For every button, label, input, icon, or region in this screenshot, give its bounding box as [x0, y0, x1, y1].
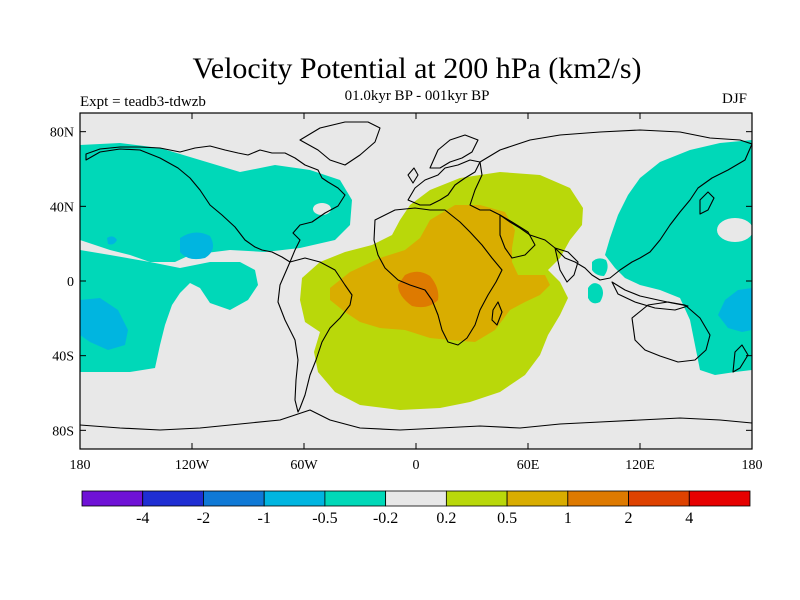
teal-region-western-pacific — [605, 140, 752, 375]
colorbar-swatch — [324, 490, 387, 507]
neutral-hole-atlantic — [313, 203, 331, 215]
cyan-patch-central-pacific — [180, 232, 214, 260]
y-tick-label: 80S — [52, 424, 74, 439]
coastline-indonesia — [611, 281, 689, 311]
coastlines — [80, 121, 752, 431]
y-tick-label: 40N — [50, 200, 74, 215]
coastline-india — [554, 247, 579, 283]
coastline-north-america — [85, 145, 346, 263]
coastline-europe — [407, 159, 481, 206]
colorbar-swatch — [263, 490, 326, 507]
x-tick-label: 60E — [517, 458, 540, 473]
cyan-patch-east-pacific — [80, 298, 128, 350]
teal-patch-indian-ocean — [588, 283, 603, 304]
colorbar-swatch — [142, 490, 204, 507]
orange-core-central-africa — [398, 271, 439, 308]
teal-patch-arabian-sea — [592, 258, 608, 276]
coastline-africa — [373, 207, 503, 346]
cyan-patch-gulf — [107, 236, 117, 245]
coastline-south-america — [277, 257, 353, 413]
colorbar-label: -1 — [258, 510, 271, 527]
colorbar-swatch — [445, 490, 508, 507]
coastline-madagascar — [491, 301, 503, 326]
colorbar-label: 0.2 — [436, 510, 456, 527]
x-tick-label: 120W — [175, 458, 210, 473]
colorbar-label: -2 — [197, 510, 210, 527]
colorbar-label: -0.5 — [312, 510, 337, 527]
map-plot-area — [80, 113, 752, 449]
coastline-australia — [631, 301, 711, 363]
season-label: DJF — [722, 91, 748, 107]
map-title: Velocity Potential at 200 hPa (km2/s) — [192, 52, 642, 85]
y-axis: 80N 40N 0 40S 80S — [50, 126, 752, 439]
coastline-new-zealand — [732, 344, 749, 373]
coastline-arabia — [499, 214, 536, 259]
x-tick-label: 180 — [70, 458, 91, 473]
experiment-label: Expt = teadb3-tdwzb — [80, 94, 206, 110]
coastline-scandinavia — [429, 134, 479, 169]
colorbar-label: 2 — [625, 510, 633, 527]
colorbar: -4 -2 -1 -0.5 -0.2 0.2 0.5 1 2 4 — [81, 490, 751, 527]
x-tick-label: 180 — [742, 458, 763, 473]
colorbar-swatch — [81, 490, 144, 507]
coastline-greenland — [299, 121, 381, 166]
colorbar-swatch — [567, 490, 629, 507]
coastline-antarctica — [80, 409, 752, 431]
teal-region-north-america — [80, 143, 352, 262]
colorbar-label: -4 — [136, 510, 149, 527]
colorbar-swatch — [506, 490, 569, 507]
colorbar-label: 1 — [564, 510, 572, 527]
coastline-british-isles — [407, 167, 419, 184]
y-tick-label: 40S — [52, 350, 74, 365]
neutral-hole-pacific — [717, 218, 752, 242]
colorbar-label: -0.2 — [373, 510, 398, 527]
map-subtitle: 01.0kyr BP - 001kyr BP — [344, 88, 490, 104]
x-tick-label: 60W — [290, 458, 318, 473]
colorbar-swatch — [203, 490, 265, 507]
colorbar-label: 0.5 — [497, 510, 517, 527]
x-axis: 180 120W 60W 0 60E 120E 180 — [70, 113, 763, 473]
colorbar-swatch — [628, 490, 690, 507]
x-tick-label: 120E — [625, 458, 655, 473]
cyan-patch-west-pacific — [718, 288, 752, 332]
coastline-japan — [699, 191, 715, 215]
x-tick-label: 0 — [413, 458, 420, 473]
y-tick-label: 80N — [50, 126, 74, 141]
colorbar-swatch — [688, 490, 751, 507]
colorbar-swatch — [385, 490, 447, 507]
colorbar-label: 4 — [685, 510, 693, 527]
y-tick-label: 0 — [67, 275, 74, 290]
